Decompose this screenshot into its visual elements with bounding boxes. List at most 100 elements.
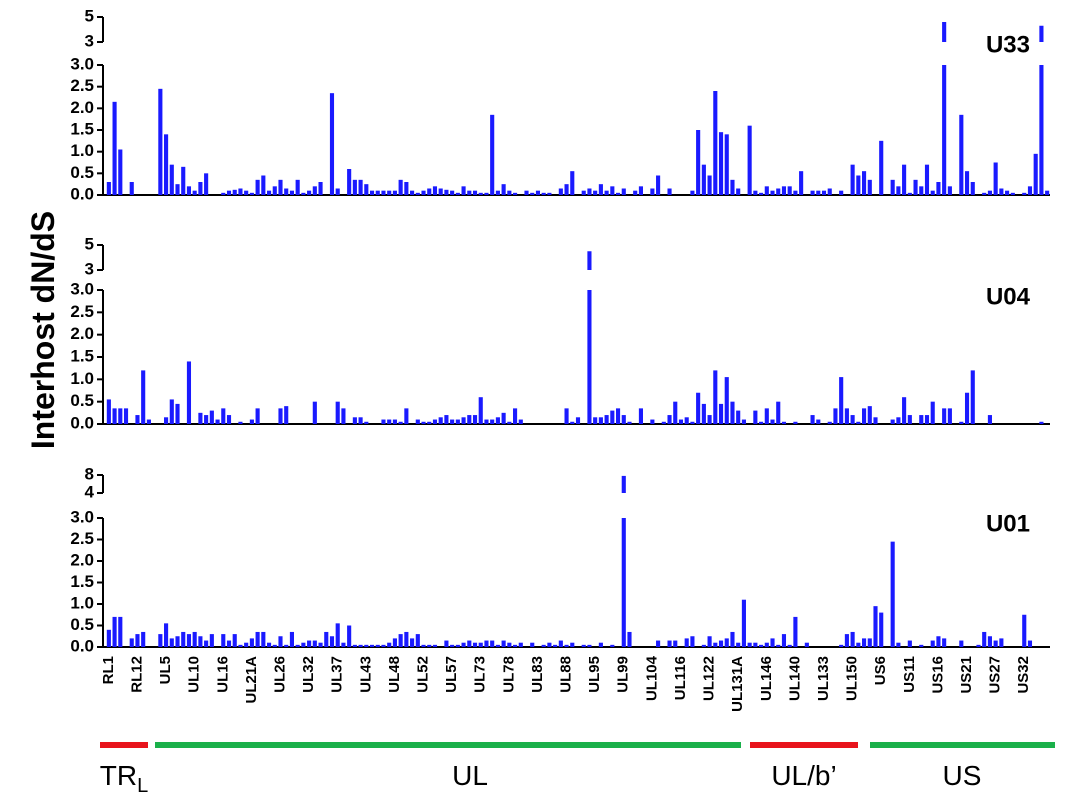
bar — [707, 636, 712, 647]
bar — [524, 190, 529, 195]
bar — [352, 417, 357, 424]
bar — [341, 642, 346, 647]
bar — [112, 101, 117, 195]
bar — [764, 642, 769, 647]
bar — [444, 189, 449, 195]
bar — [1022, 192, 1027, 195]
bar — [484, 419, 489, 424]
bar — [421, 644, 426, 647]
bar — [106, 182, 111, 195]
bar — [312, 401, 317, 424]
bar — [598, 642, 603, 647]
bar — [164, 623, 169, 647]
bar — [278, 408, 283, 424]
bar — [781, 421, 787, 424]
bar — [329, 636, 335, 647]
bar — [987, 415, 992, 424]
bar — [432, 419, 438, 424]
bar — [684, 417, 689, 424]
x-tick-label: UL99 — [615, 656, 632, 693]
bar — [1022, 614, 1027, 647]
bar — [707, 415, 712, 424]
y-tick-label: 0.0 — [70, 413, 94, 432]
bar — [169, 399, 174, 424]
x-tick-label: UL116 — [672, 656, 689, 700]
bar — [335, 401, 340, 424]
bar — [987, 190, 992, 195]
bar — [673, 401, 678, 424]
bar — [959, 114, 964, 195]
x-tick-label: UL16 — [214, 656, 231, 693]
bar — [656, 175, 661, 195]
bar — [587, 290, 592, 424]
y-tick-label: 1.5 — [70, 119, 94, 138]
x-tick-label: US16 — [929, 656, 946, 694]
bar — [564, 184, 569, 195]
bar — [747, 642, 752, 647]
bar — [398, 421, 403, 424]
bar — [129, 638, 134, 647]
region-name: UL — [452, 760, 488, 791]
bar — [358, 644, 363, 647]
bar — [1039, 421, 1044, 424]
bar — [553, 644, 558, 647]
bar — [787, 644, 792, 647]
bar — [856, 642, 861, 647]
x-tick-label: UL32 — [300, 656, 317, 693]
bar — [736, 642, 741, 647]
region-label: TRL — [100, 760, 148, 797]
bar — [924, 164, 930, 195]
bar — [432, 644, 438, 647]
bar — [718, 403, 724, 424]
bar — [558, 640, 563, 647]
bar — [964, 171, 970, 195]
bar — [289, 631, 294, 647]
bar — [450, 644, 455, 647]
bar — [1027, 186, 1033, 195]
bar — [793, 616, 798, 647]
bar — [164, 134, 169, 195]
bar — [238, 644, 243, 647]
bar — [570, 642, 575, 647]
bar — [598, 417, 603, 424]
bar — [610, 186, 615, 195]
bar — [570, 171, 575, 195]
bar — [718, 640, 724, 647]
bar — [347, 625, 352, 647]
bar — [781, 186, 787, 195]
bar — [736, 410, 741, 424]
bar — [942, 65, 947, 195]
bar — [484, 640, 489, 647]
bar — [329, 93, 335, 195]
bar — [472, 642, 478, 647]
bar — [541, 644, 546, 647]
bar — [192, 190, 197, 195]
bar — [833, 408, 838, 424]
bar — [404, 182, 409, 195]
bar — [856, 175, 861, 195]
x-tick-label: UL140 — [786, 656, 803, 701]
bar — [507, 190, 512, 195]
bar — [484, 192, 489, 195]
bar — [198, 636, 203, 647]
bar — [513, 408, 518, 424]
bar — [764, 408, 769, 424]
bar — [364, 644, 369, 647]
bar — [278, 636, 283, 647]
bar — [255, 408, 260, 424]
bar — [604, 415, 609, 424]
bar — [816, 419, 821, 424]
bar — [518, 642, 523, 647]
upper-y-tick-label: 3 — [85, 31, 94, 50]
bar — [701, 644, 706, 647]
bar — [678, 419, 684, 424]
x-tick-label: UL5 — [157, 656, 174, 684]
bar — [501, 412, 506, 424]
y-tick-label: 1.0 — [70, 593, 94, 612]
bar-upper — [942, 22, 947, 42]
bar — [724, 377, 729, 424]
bar — [621, 188, 626, 195]
bar — [118, 408, 123, 424]
bar — [175, 403, 180, 424]
y-tick-label: 1.0 — [70, 369, 94, 388]
